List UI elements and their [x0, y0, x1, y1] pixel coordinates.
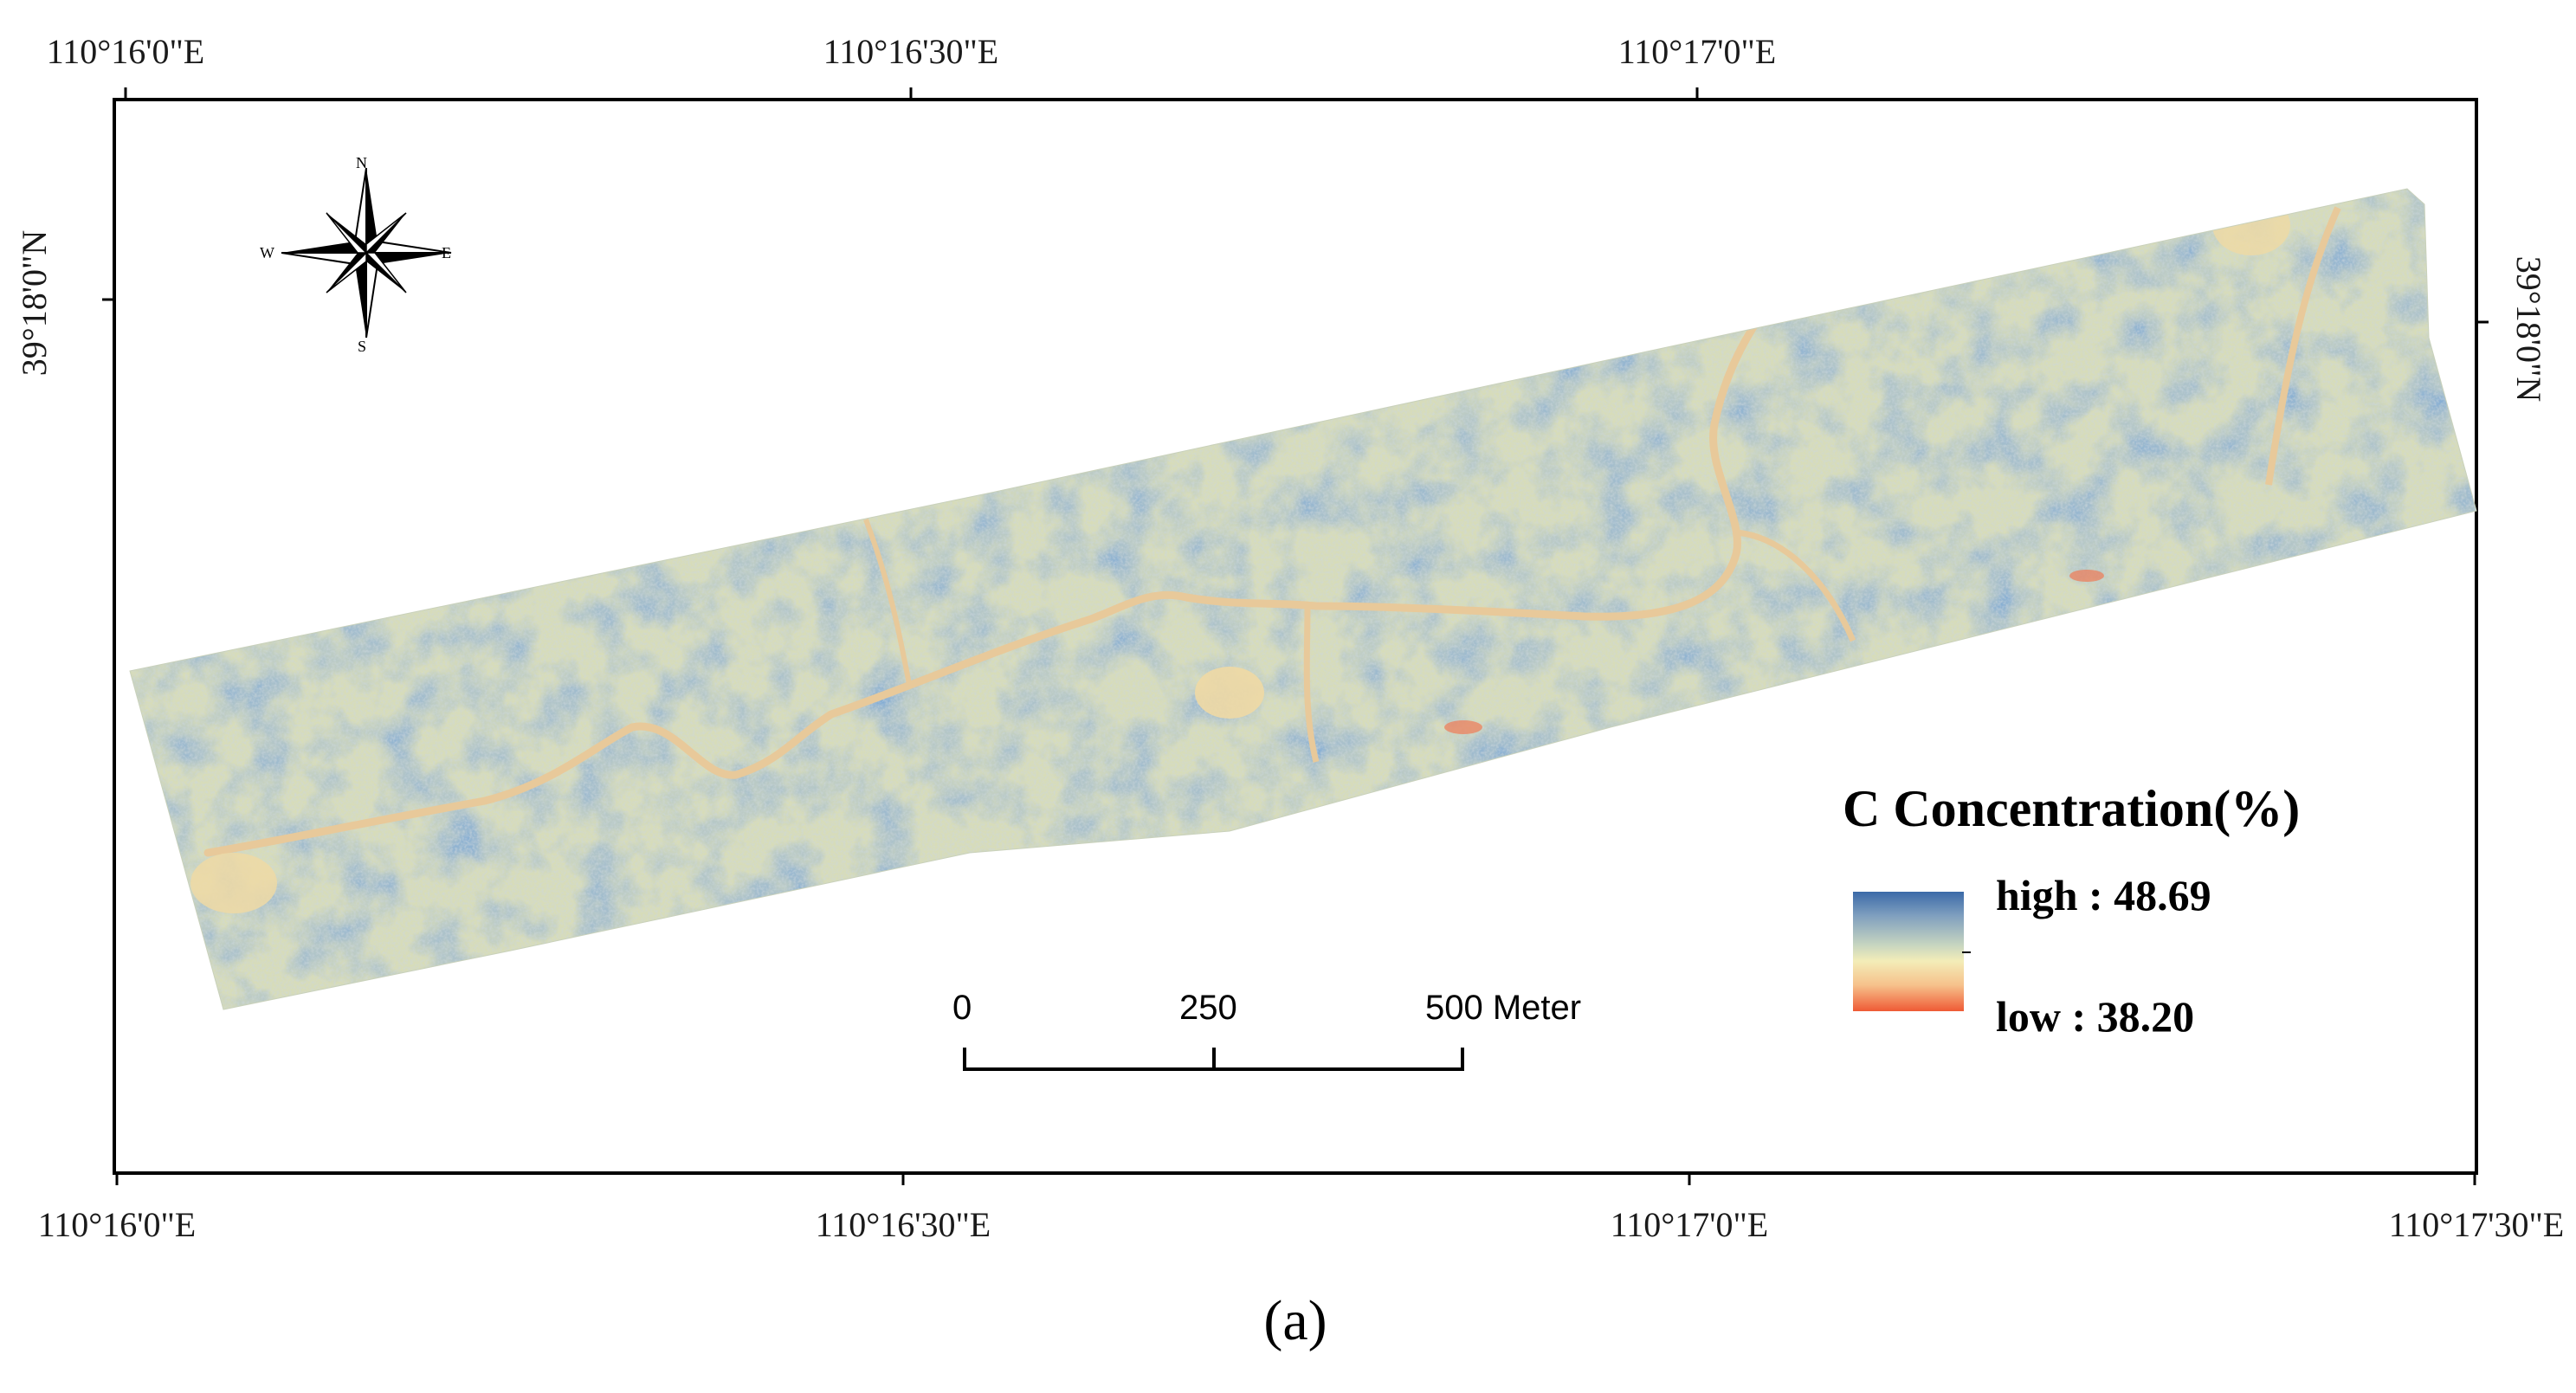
legend-title: C Concentration(%)	[1843, 780, 2301, 837]
figure-caption: (a)	[1263, 1289, 1327, 1352]
scale-bar	[963, 1048, 1464, 1071]
legend-low-label: low : 38.20	[1996, 992, 2195, 1041]
bottom-longitude-label: 110°17'0"E	[1610, 1205, 1769, 1244]
right-latitude-label: 39°18'0"N	[2509, 255, 2548, 403]
legend-tick	[1962, 951, 1971, 953]
compass-north-label: N	[356, 154, 367, 171]
top-longitude-label: 110°16'30"E	[823, 32, 999, 71]
bottom-longitude-label: 110°16'0"E	[37, 1205, 197, 1244]
top-longitude-label: 110°17'0"E	[1617, 32, 1777, 71]
scale-label-500: 500 Meter	[1425, 989, 1582, 1027]
scale-label-0: 0	[952, 989, 972, 1027]
legend-high-label: high : 48.69	[1996, 871, 2211, 919]
compass-west-label: W	[260, 244, 274, 261]
scale-label-250: 250	[1179, 989, 1237, 1027]
left-latitude-label: 39°18'0"N	[15, 229, 54, 377]
compass-south-label: S	[358, 338, 367, 355]
legend-color-ramp	[1853, 892, 1964, 1011]
bottom-longitude-label: 110°17'30"E	[2388, 1205, 2565, 1244]
bottom-longitude-label: 110°16'30"E	[815, 1205, 991, 1244]
compass-rose-icon	[281, 167, 452, 339]
compass-east-label: E	[442, 244, 451, 261]
top-longitude-label: 110°16'0"E	[46, 32, 205, 71]
